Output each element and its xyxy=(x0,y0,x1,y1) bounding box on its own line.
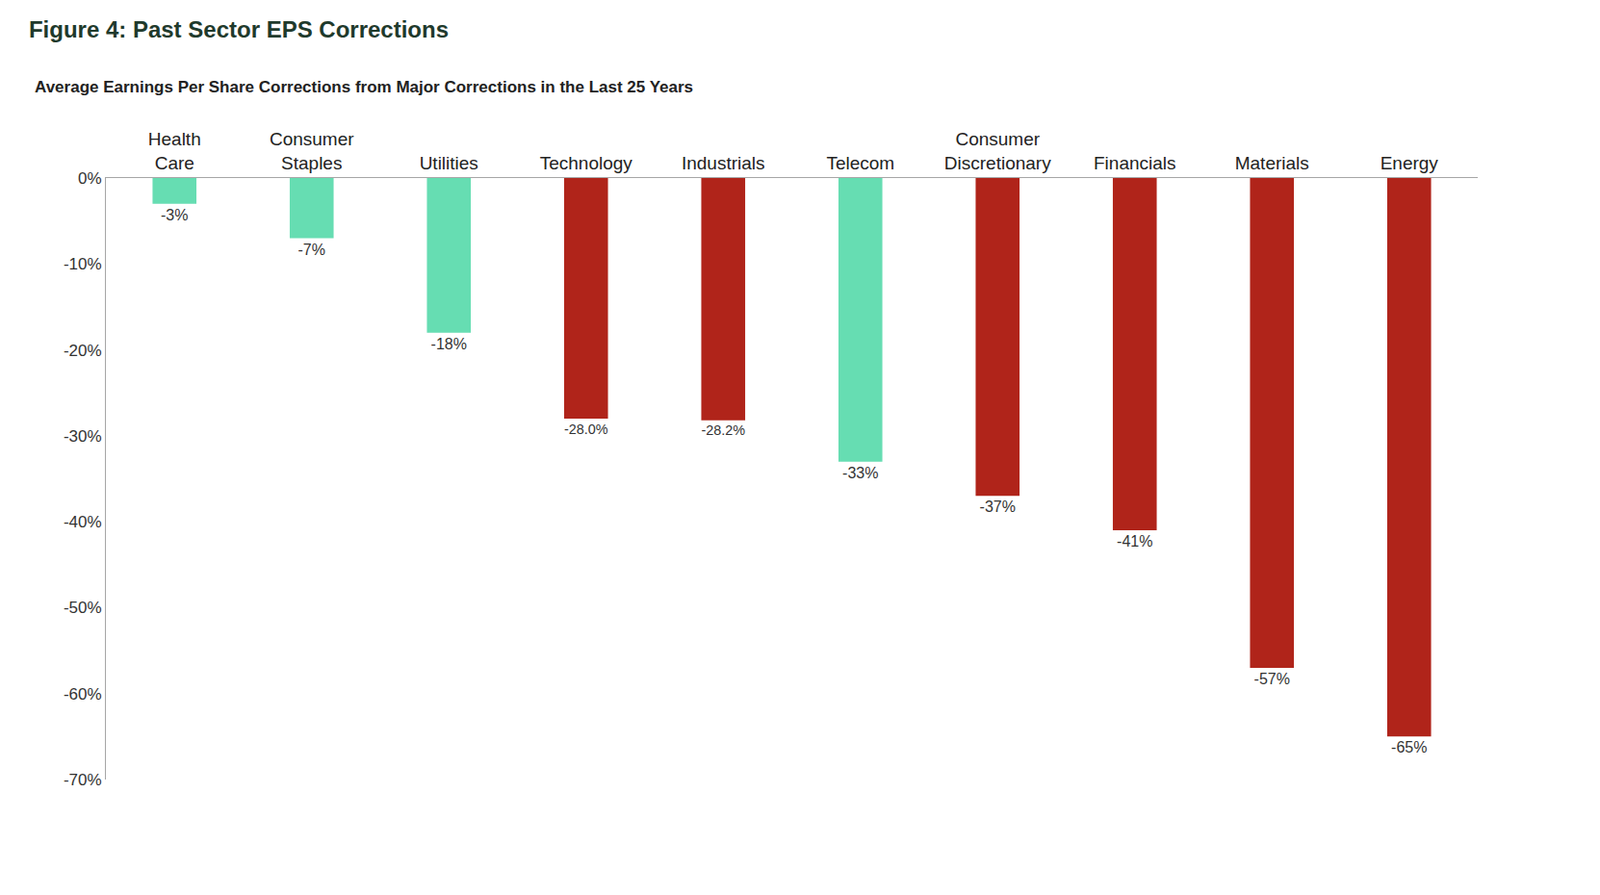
svg-text:-18%: -18% xyxy=(431,335,467,353)
svg-text:-60%: -60% xyxy=(63,685,103,704)
svg-text:-37%: -37% xyxy=(980,498,1016,516)
svg-text:Utilities: Utilities xyxy=(419,153,479,174)
svg-text:HealthCare: HealthCare xyxy=(148,129,202,174)
svg-text:-57%: -57% xyxy=(1254,670,1291,688)
svg-text:-40%: -40% xyxy=(63,513,103,532)
svg-text:-33%: -33% xyxy=(842,464,878,482)
svg-text:Materials: Materials xyxy=(1235,153,1310,174)
svg-text:-3%: -3% xyxy=(160,206,188,224)
svg-text:ConsumerStaples: ConsumerStaples xyxy=(269,129,355,174)
svg-text:Average Earnings Per Share Cor: Average Earnings Per Share Corrections f… xyxy=(34,77,694,97)
svg-text:-28.0%: -28.0% xyxy=(564,421,609,438)
svg-text:-30%: -30% xyxy=(63,427,103,446)
svg-text:-70%: -70% xyxy=(63,771,103,790)
svg-text:-20%: -20% xyxy=(63,341,103,361)
svg-text:Telecom: Telecom xyxy=(825,153,895,174)
svg-text:Figure 4: Past Sector EPS Corr: Figure 4: Past Sector EPS Corrections xyxy=(28,16,449,43)
svg-text:Energy: Energy xyxy=(1380,153,1440,174)
svg-text:-28.2%: -28.2% xyxy=(700,422,746,439)
svg-text:0%: 0% xyxy=(77,169,103,188)
svg-text:Financials: Financials xyxy=(1093,153,1177,174)
svg-text:-41%: -41% xyxy=(1116,533,1153,550)
svg-text:-50%: -50% xyxy=(63,598,103,618)
svg-text:Technology: Technology xyxy=(540,153,634,174)
svg-text:ConsumerDiscretionary: ConsumerDiscretionary xyxy=(944,129,1052,174)
svg-text:Industrials: Industrials xyxy=(681,153,766,174)
svg-text:-10%: -10% xyxy=(63,255,103,274)
svg-text:-65%: -65% xyxy=(1391,739,1427,756)
svg-text:-7%: -7% xyxy=(298,241,326,259)
